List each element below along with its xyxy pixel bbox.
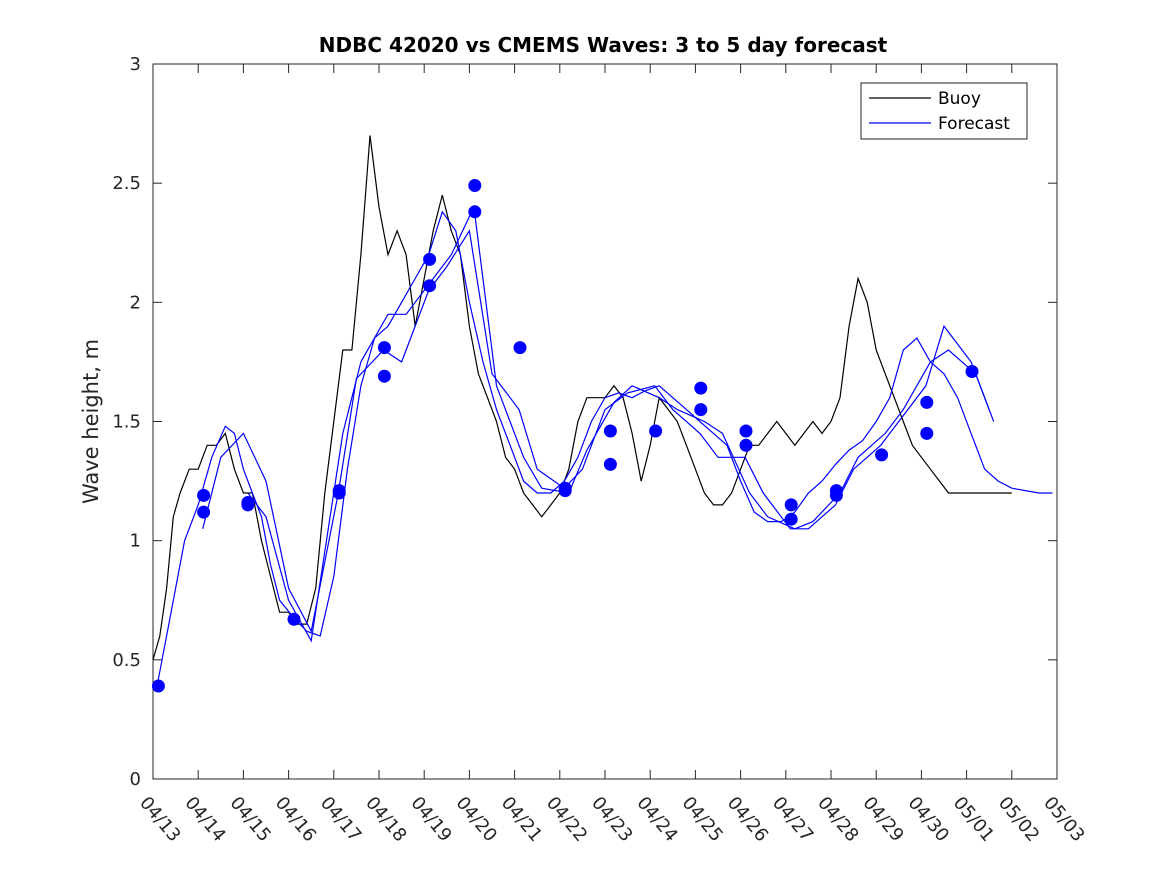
forecast-series-line-1 [156, 210, 1053, 684]
forecast-marker [332, 486, 346, 500]
y-tick-label: 1 [130, 531, 141, 552]
forecast-marker [694, 381, 708, 395]
forecast-marker [513, 341, 527, 355]
y-tick-label: 2.5 [112, 173, 141, 194]
forecast-marker [965, 365, 979, 378]
plot-area: 00.511.522.5304/1304/1404/1504/1604/1704… [112, 54, 1088, 846]
forecast-marker [739, 424, 753, 438]
forecast-marker [875, 448, 889, 462]
forecast-marker [920, 426, 934, 440]
forecast-marker [468, 179, 482, 192]
forecast-marker [739, 438, 753, 452]
y-axis-label: Wave height, m [79, 339, 103, 504]
forecast-marker [423, 279, 437, 293]
y-tick-label: 3 [130, 54, 141, 75]
forecast-marker [377, 369, 391, 383]
forecast-marker [241, 498, 255, 512]
axes-box [152, 63, 1058, 780]
forecast-marker [377, 341, 391, 355]
y-tick-label: 0.5 [112, 650, 141, 671]
forecast-marker [829, 488, 843, 502]
forecast-marker [287, 612, 301, 626]
forecast-marker [694, 403, 708, 417]
y-tick-label: 0 [130, 769, 141, 790]
forecast-marker [649, 424, 663, 438]
forecast-series-line-2 [202, 229, 990, 633]
forecast-marker [151, 679, 165, 693]
legend: Buoy Forecast [860, 82, 1028, 140]
chart-title: NDBC 42020 vs CMEMS Waves: 3 to 5 day fo… [319, 33, 888, 57]
forecast-marker [784, 512, 798, 526]
forecast-series-line-3 [247, 204, 995, 643]
forecast-marker [603, 457, 617, 471]
forecast-marker [197, 505, 211, 519]
marker-layer [151, 179, 979, 693]
legend-label-buoy: Buoy [938, 89, 981, 109]
y-tick-label: 2 [130, 292, 141, 313]
forecast-marker [468, 205, 482, 219]
forecast-marker [197, 488, 211, 502]
forecast-marker [423, 252, 437, 266]
forecast-marker [558, 484, 572, 498]
legend-label-forecast: Forecast [938, 114, 1010, 134]
legend-box [860, 82, 1028, 140]
forecast-marker [603, 424, 617, 438]
y-tick-label: 1.5 [112, 412, 141, 433]
forecast-marker [784, 498, 798, 512]
forecast-marker [920, 395, 934, 409]
series-layer [152, 135, 1053, 684]
